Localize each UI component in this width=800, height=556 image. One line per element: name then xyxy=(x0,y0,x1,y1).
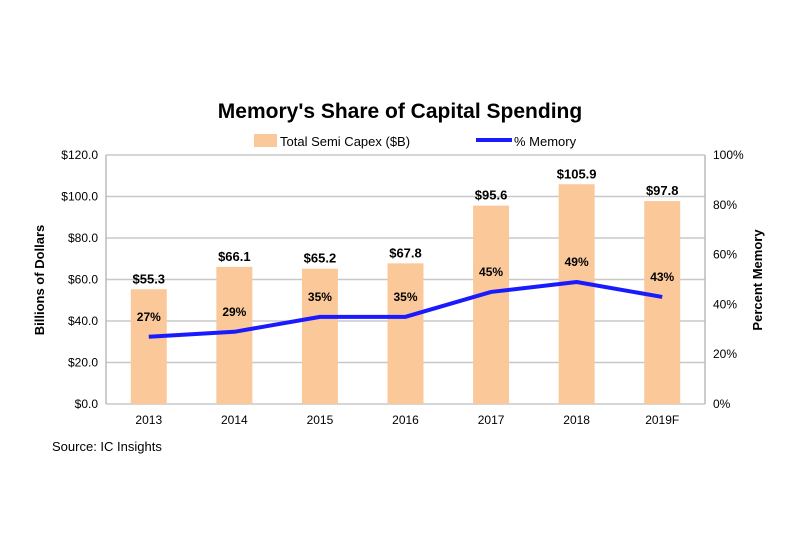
bar-value-label: $67.8 xyxy=(389,245,422,260)
bar-value-label: $95.6 xyxy=(475,188,508,203)
bar-2015 xyxy=(301,268,338,404)
y2-tick-label: 0% xyxy=(713,397,731,411)
y-tick-label: $100.0 xyxy=(61,190,98,204)
y-axis-label: Billions of Dollars xyxy=(32,225,47,336)
bar-value-label: $55.3 xyxy=(133,271,166,286)
line-value-label: 27% xyxy=(137,310,161,324)
y2-tick-label: 40% xyxy=(713,297,737,311)
line-value-label: 29% xyxy=(222,305,246,319)
y-tick-label: $120.0 xyxy=(61,148,98,162)
bar-value-label: $105.9 xyxy=(557,166,597,181)
chart-title: Memory's Share of Capital Spending xyxy=(218,100,582,123)
x-tick-label: 2014 xyxy=(221,413,248,427)
bar-value-label: $65.2 xyxy=(304,251,337,266)
bar-2016 xyxy=(387,263,424,404)
y2-tick-label: 80% xyxy=(713,198,737,212)
bar-2017 xyxy=(473,205,510,404)
y-tick-label: $80.0 xyxy=(68,231,98,245)
y2-axis-label: Percent Memory xyxy=(750,229,765,331)
bar-value-label: $97.8 xyxy=(646,183,679,198)
legend-swatch-capex xyxy=(254,134,277,147)
y-tick-label: $40.0 xyxy=(68,314,98,328)
legend-label-memory: % Memory xyxy=(514,134,577,149)
y-tick-label: $60.0 xyxy=(68,273,98,287)
y-tick-label: $20.0 xyxy=(68,356,98,370)
bar-2019F xyxy=(644,201,681,404)
x-tick-label: 2013 xyxy=(135,413,162,427)
legend-label-capex: Total Semi Capex ($B) xyxy=(280,134,410,149)
y2-tick-label: 60% xyxy=(713,248,737,262)
y2-tick-label: 100% xyxy=(713,148,744,162)
x-tick-label: 2017 xyxy=(478,413,505,427)
x-tick-label: 2019F xyxy=(645,413,679,427)
line-value-label: 49% xyxy=(565,255,589,269)
memory-share-line xyxy=(148,279,663,339)
line-value-label: 43% xyxy=(650,270,674,284)
x-tick-label: 2016 xyxy=(392,413,419,427)
bar-2014 xyxy=(216,266,253,404)
line-value-label: 35% xyxy=(308,290,332,304)
source-note: Source: IC Insights xyxy=(52,439,162,454)
bar-value-label: $66.1 xyxy=(218,249,251,264)
x-tick-label: 2018 xyxy=(563,413,590,427)
y-tick-label: $0.0 xyxy=(75,397,99,411)
bar-2013 xyxy=(130,289,167,404)
y2-tick-label: 20% xyxy=(713,347,737,361)
bar-2018 xyxy=(558,184,595,404)
line-value-label: 35% xyxy=(393,290,417,304)
x-tick-label: 2015 xyxy=(307,413,334,427)
legend: Total Semi Capex ($B) % Memory xyxy=(254,134,577,149)
line-value-label: 45% xyxy=(479,265,503,279)
